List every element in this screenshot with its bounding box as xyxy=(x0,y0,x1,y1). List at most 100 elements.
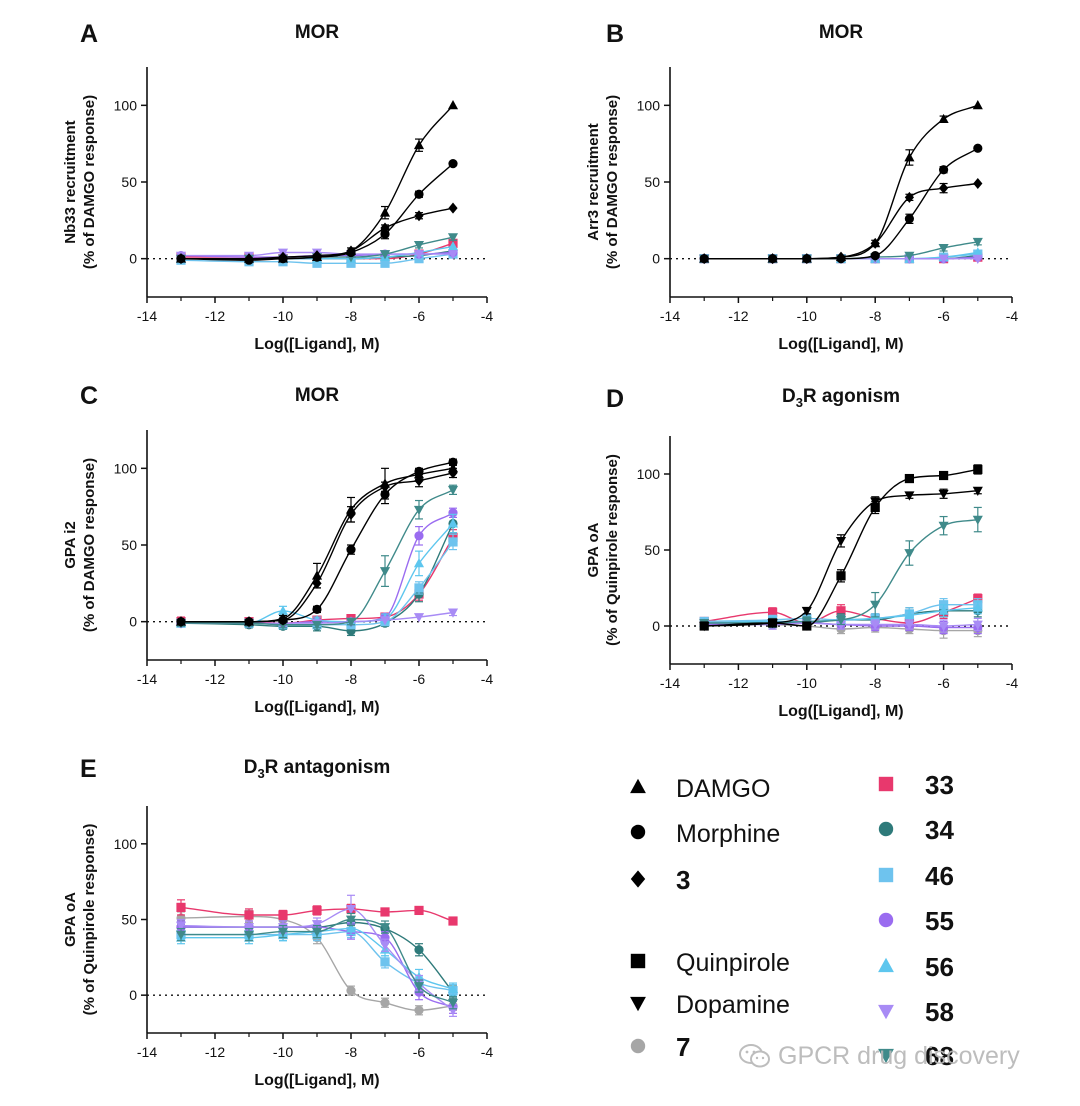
legend-marker xyxy=(878,776,894,792)
data-point xyxy=(346,545,356,555)
data-point xyxy=(938,489,949,500)
data-point xyxy=(904,620,915,630)
panel-letter: A xyxy=(80,20,98,48)
x-tick-label: -6 xyxy=(413,1044,426,1060)
fit-curve xyxy=(181,104,454,260)
legend-label: 56 xyxy=(925,952,954,982)
data-point xyxy=(836,251,846,263)
x-tick-label: -4 xyxy=(481,671,494,687)
panel-C: C MOR -14 -12 -10 -8 -6 -4 0 50 100 Log([Ligand], M… xyxy=(62,382,493,716)
legend-marker xyxy=(630,778,646,794)
data-point xyxy=(278,910,288,920)
data-point xyxy=(413,558,425,568)
x-tick-label: -10 xyxy=(273,1044,293,1060)
data-point xyxy=(939,470,949,481)
x-axis-label: Log([Ligand], M) xyxy=(254,1072,379,1089)
data-point xyxy=(699,253,709,265)
data-point xyxy=(801,606,812,617)
data-point xyxy=(870,502,880,513)
legend-marker xyxy=(630,1038,646,1054)
data-point xyxy=(938,254,949,264)
chart-title: MOR xyxy=(295,385,340,406)
data-point xyxy=(414,583,424,593)
panel-letter: D xyxy=(606,385,624,413)
data-point xyxy=(938,521,949,531)
data-point xyxy=(939,165,949,175)
x-tick-label: -6 xyxy=(413,671,426,687)
data-point xyxy=(768,607,778,617)
x-tick-label: -14 xyxy=(660,308,680,324)
data-point xyxy=(244,616,254,628)
data-point xyxy=(414,475,424,487)
fit-curve xyxy=(180,461,454,623)
data-point xyxy=(938,605,949,615)
legend-item: 46 xyxy=(878,861,954,891)
data-point xyxy=(447,983,459,994)
fit-curve xyxy=(180,472,454,623)
data-point xyxy=(447,100,459,110)
y-tick-label: 0 xyxy=(652,251,660,267)
legend-marker xyxy=(878,957,894,973)
data-point xyxy=(904,214,915,224)
x-tick-label: -10 xyxy=(797,308,817,324)
data-point xyxy=(345,923,357,933)
fit-curve xyxy=(704,104,979,260)
legend-label: DAMGO xyxy=(676,775,770,803)
legend-label: Morphine xyxy=(676,820,780,848)
data-point xyxy=(448,916,458,926)
x-tick-label: -8 xyxy=(345,1044,358,1060)
data-point xyxy=(767,619,778,629)
data-point xyxy=(380,957,390,967)
x-tick-label: -4 xyxy=(481,308,494,324)
data-point xyxy=(972,237,983,248)
y-tick-label: 50 xyxy=(644,174,660,190)
data-point xyxy=(870,600,881,611)
legend-item: Dopamine xyxy=(630,991,790,1019)
data-point xyxy=(939,182,949,194)
data-point xyxy=(802,621,812,631)
legend-item: 34 xyxy=(878,815,954,845)
legend-label: 58 xyxy=(925,997,954,1027)
legend-marker xyxy=(878,1048,894,1064)
data-point xyxy=(380,229,390,239)
legend-label: 68 xyxy=(925,1041,954,1071)
data-point xyxy=(379,567,391,577)
data-point xyxy=(904,191,914,203)
data-point xyxy=(870,237,880,249)
data-point xyxy=(972,620,983,630)
y-axis-label: (% of Quinpirole response) xyxy=(81,824,98,1016)
legend-label: 34 xyxy=(925,815,954,845)
legend-marker xyxy=(630,953,646,969)
data-point xyxy=(380,481,390,493)
legend-label: 55 xyxy=(925,906,954,936)
data-point xyxy=(448,457,458,467)
x-tick-label: -8 xyxy=(869,675,882,691)
panel-E: E D3R antagonism -14 -12 -10 -8 -6 -4 0 50 100 Log(… xyxy=(62,755,493,1089)
data-point xyxy=(904,491,915,501)
data-point xyxy=(175,930,187,940)
x-axis-label: Log([Ligand], M) xyxy=(254,699,379,716)
data-point xyxy=(380,258,390,268)
y-tick-label: 0 xyxy=(652,618,660,634)
data-point xyxy=(768,253,778,265)
y-tick-label: 50 xyxy=(644,542,660,558)
legend-label: 7 xyxy=(676,1032,690,1062)
data-point xyxy=(311,620,323,631)
data-point xyxy=(973,178,983,190)
data-point xyxy=(938,113,949,124)
panel-A: A MOR -14 -12 -10 -8 -6 -4 0 50 100 Log([Ligand], M… xyxy=(62,20,493,353)
data-point xyxy=(447,485,459,496)
data-point xyxy=(414,466,424,476)
series-3 xyxy=(699,178,983,265)
series-DAMGO xyxy=(175,100,459,263)
legend-item: 68 xyxy=(878,1041,954,1071)
data-point xyxy=(414,905,424,916)
data-point xyxy=(380,933,390,943)
legend-label: 46 xyxy=(925,861,954,891)
data-point xyxy=(346,986,356,996)
watermark-text: GPCR drug discovery xyxy=(778,1041,1020,1070)
data-point xyxy=(835,536,847,547)
y-axis-label: GPA oA xyxy=(585,522,602,577)
x-tick-label: -6 xyxy=(413,308,426,324)
